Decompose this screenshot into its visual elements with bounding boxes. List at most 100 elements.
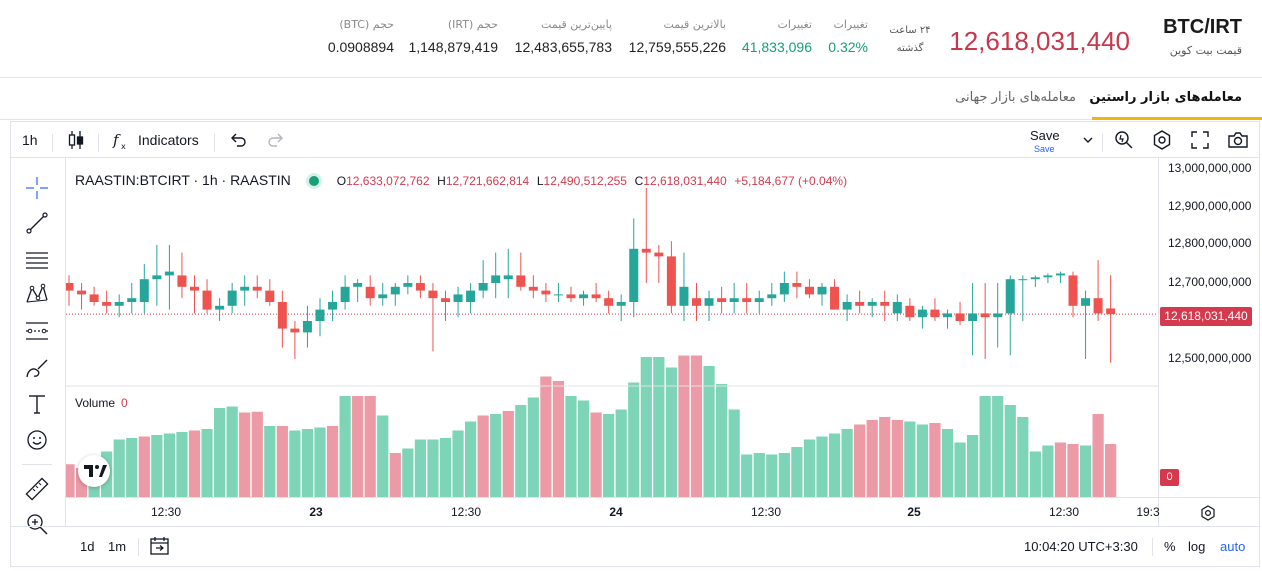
undo-icon[interactable] xyxy=(226,128,250,152)
fullscreen-icon[interactable] xyxy=(1188,128,1212,152)
fib-retracement-icon[interactable] xyxy=(24,318,50,344)
open-label: O xyxy=(336,174,347,188)
candle-body xyxy=(66,283,74,291)
candle-body xyxy=(1081,298,1091,306)
candle-body xyxy=(641,248,651,253)
volume-bar xyxy=(301,429,314,498)
settings-gear-icon[interactable] xyxy=(1150,128,1174,152)
stat-label: تغییرات xyxy=(777,18,813,31)
candle-body xyxy=(905,305,915,318)
stat-value: 12,759,555,226 xyxy=(628,39,726,55)
horizontal-lines-icon[interactable] xyxy=(24,246,50,272)
axis-settings-icon[interactable] xyxy=(1198,503,1218,523)
volume-bar xyxy=(364,396,376,498)
volume-bar xyxy=(967,435,979,498)
text-tool-icon[interactable] xyxy=(24,391,50,417)
pattern-tool-icon[interactable] xyxy=(24,282,50,308)
volume-bar xyxy=(314,427,326,498)
indicators-fx-icon[interactable]: f x xyxy=(110,128,134,152)
ruler-icon[interactable] xyxy=(24,476,50,502)
volume-label[interactable]: Volume xyxy=(75,396,116,410)
volume-bar xyxy=(979,396,991,498)
toolbar-divider xyxy=(98,134,99,152)
candle-body xyxy=(277,302,287,329)
candle-body xyxy=(993,313,1003,318)
toolbar-divider xyxy=(1102,134,1103,152)
stat-label: تغییرات xyxy=(833,18,869,31)
candle-body xyxy=(503,275,513,280)
volume-bar xyxy=(716,384,728,498)
tradingview-logo[interactable] xyxy=(78,455,110,487)
volume-bar xyxy=(854,424,866,498)
candlestick-chart[interactable] xyxy=(66,158,1158,498)
candle-body xyxy=(742,298,752,302)
volume-bar xyxy=(603,414,615,498)
pair-title: BTC/IRT xyxy=(1163,16,1242,38)
volume-bar xyxy=(803,439,816,498)
volume-bar xyxy=(1054,442,1067,498)
toolbar-divider xyxy=(214,134,215,152)
ohlc-legend: RAASTIN:BTCIRT · 1h · RAASTIN O12,633,072… xyxy=(75,172,851,188)
volume-bar xyxy=(866,420,878,498)
interval-button[interactable]: 1h xyxy=(22,132,38,148)
clock-timezone[interactable]: 10:04:20 UTC+3:30 xyxy=(1024,539,1138,554)
candle-body xyxy=(453,294,463,302)
volume-bar xyxy=(163,433,175,498)
candle-body xyxy=(943,313,952,318)
volume-bar xyxy=(728,409,740,498)
volume-bar xyxy=(778,453,790,498)
volume-bar xyxy=(339,396,351,498)
auto-scale-button[interactable]: auto xyxy=(1220,539,1246,554)
tradingview-logo-icon xyxy=(84,465,107,477)
change-value: +5,184,677 (+0.04%) xyxy=(734,174,848,188)
volume-bar xyxy=(891,420,903,498)
volume-bar xyxy=(226,406,238,498)
chevron-down-icon[interactable] xyxy=(1076,128,1100,152)
candle-body xyxy=(842,302,852,310)
candle-body xyxy=(415,283,425,291)
stat-label: حجم (IRT) xyxy=(447,18,498,31)
percent-scale-button[interactable]: % xyxy=(1164,539,1176,554)
volume-bar xyxy=(1017,417,1029,498)
camera-screenshot-icon[interactable] xyxy=(1226,128,1250,152)
crosshair-icon[interactable] xyxy=(24,175,50,201)
price-axis-border xyxy=(1158,158,1159,526)
volume-bars xyxy=(66,355,1117,498)
quick-search-icon[interactable] xyxy=(1112,128,1136,152)
trend-line-icon[interactable] xyxy=(24,210,50,236)
candle-body xyxy=(252,286,262,291)
volume-bar xyxy=(1105,444,1117,498)
candle-style-icon[interactable] xyxy=(64,128,88,152)
volume-bar xyxy=(929,423,941,498)
volume-bar xyxy=(703,366,715,498)
go-to-date-icon[interactable] xyxy=(148,535,172,557)
emoji-icon[interactable] xyxy=(24,427,50,453)
candle-body xyxy=(164,271,174,276)
candle-body xyxy=(528,286,538,291)
range-1m-button[interactable]: 1m xyxy=(108,539,127,554)
volume-bar xyxy=(138,436,150,498)
candle-body xyxy=(717,298,727,302)
volume-bar xyxy=(1092,414,1104,498)
volume-bar xyxy=(502,411,514,498)
period-label: ۲۴ ساعت گذشته xyxy=(880,22,940,58)
toolbar-bottom-border xyxy=(11,157,1259,158)
brush-icon[interactable] xyxy=(24,355,50,381)
last-price: 12,618,031,440 xyxy=(949,26,1130,56)
zoom-in-icon[interactable] xyxy=(24,511,50,537)
stat-value: 1,148,879,419 xyxy=(408,39,498,55)
redo-icon[interactable] xyxy=(264,128,288,152)
indicators-button[interactable]: Indicators xyxy=(138,132,199,148)
candle-body xyxy=(930,309,940,318)
tab-raastin-trades[interactable]: معامله‌های بازار راستین xyxy=(1089,90,1242,105)
svg-text:x: x xyxy=(121,142,126,151)
tab-global-trades[interactable]: معامله‌های بازار جهانی xyxy=(955,90,1076,105)
price-tick: 12,900,000,000 xyxy=(1168,199,1252,213)
save-button[interactable]: Save xyxy=(1030,128,1060,143)
range-1d-button[interactable]: 1d xyxy=(80,539,95,554)
volume-bar xyxy=(214,408,226,498)
log-scale-button[interactable]: log xyxy=(1188,539,1206,554)
price-tick: 12,500,000,000 xyxy=(1168,351,1252,365)
toolbar-divider xyxy=(1152,538,1153,556)
symbol-label[interactable]: RAASTIN:BTCIRT · 1h · RAASTIN xyxy=(75,172,291,188)
